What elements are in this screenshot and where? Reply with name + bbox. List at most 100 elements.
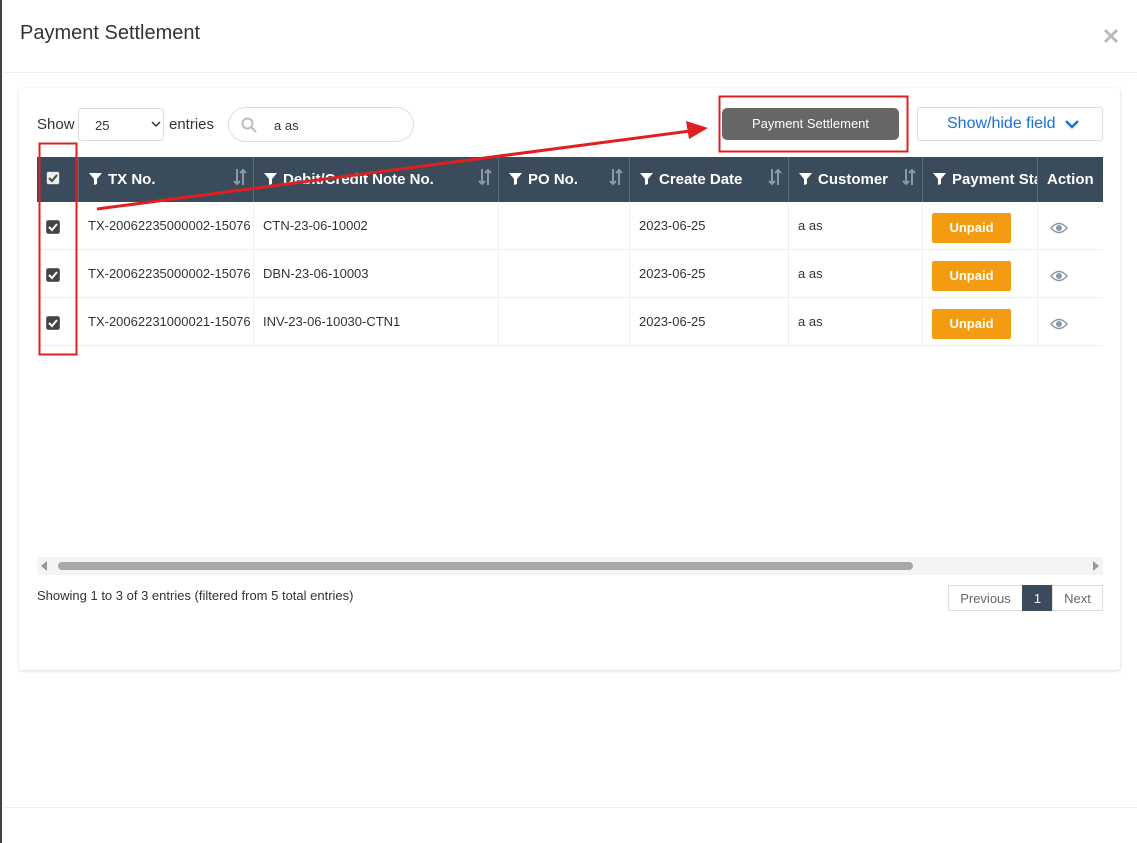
cell-create-date: 2023-06-25 <box>639 218 706 233</box>
cell-border <box>788 250 789 298</box>
checkbox[interactable] <box>46 268 60 282</box>
filter-icon <box>933 173 946 185</box>
column-title: Create Date <box>659 171 743 188</box>
fields-label: Show/hide field <box>947 115 1056 132</box>
sort-arrows <box>478 168 492 186</box>
cell-border <box>788 202 789 250</box>
column-title: Payment Sta <box>952 171 1037 188</box>
view-button[interactable] <box>1049 317 1069 335</box>
cell-border <box>498 250 499 298</box>
table-row <box>37 202 1103 250</box>
cell-customer: a as <box>798 218 823 233</box>
checkbox[interactable] <box>46 171 60 185</box>
cell-border <box>922 298 923 346</box>
cell-border <box>253 298 254 346</box>
cell-border <box>498 202 499 250</box>
current-page[interactable]: 1 <box>1022 585 1053 611</box>
sort-arrows <box>768 168 782 186</box>
cell-tx-no: TX-20062231000021-15076 <box>88 314 251 329</box>
column-title: Customer <box>818 171 889 188</box>
eye-icon <box>1049 222 1069 234</box>
checkbox-box <box>46 171 60 185</box>
sort-arrows <box>609 168 623 186</box>
eye-icon <box>1049 270 1069 282</box>
sort-icon <box>478 168 492 191</box>
column-title: Action <box>1047 171 1094 188</box>
page-length-select[interactable]: 25 <box>78 108 164 141</box>
chevron <box>1065 120 1079 129</box>
cell-customer: a as <box>798 266 823 281</box>
column-header[interactable]: Debit/Credit Note No. <box>253 157 498 202</box>
checkbox-box <box>46 316 60 330</box>
cell-border <box>498 298 499 346</box>
status-badge: Unpaid <box>932 261 1011 291</box>
checkbox-box <box>46 220 60 234</box>
entries-label: entries <box>169 116 215 133</box>
view-button[interactable] <box>1049 269 1069 287</box>
previous-button[interactable]: Previous <box>948 585 1023 611</box>
checkbox[interactable] <box>46 316 60 330</box>
window-edge <box>0 0 2 843</box>
filter-icon <box>640 173 653 185</box>
table-info: Showing 1 to 3 of 3 entries (filtered fr… <box>37 588 354 603</box>
table-row <box>37 250 1103 298</box>
cell-border <box>922 202 923 250</box>
cell-border <box>922 250 923 298</box>
search-value: a as <box>274 118 299 133</box>
page-length: 25 <box>95 118 110 133</box>
column-title: Debit/Credit Note No. <box>283 171 434 188</box>
cell-tx-no: TX-20062235000002-15076 <box>88 266 251 281</box>
sort-icon <box>609 168 623 191</box>
checkbox-box <box>46 268 60 282</box>
column-header[interactable]: Customer <box>788 157 922 202</box>
cell-border <box>253 250 254 298</box>
cell-border <box>253 202 254 250</box>
filter-icon <box>509 173 522 185</box>
show-hide-field-button[interactable]: Show/hide field <box>917 107 1103 141</box>
cell-border <box>629 202 630 250</box>
filter-icon <box>799 173 812 185</box>
payment-settlement-button[interactable]: Payment Settlement <box>722 108 899 140</box>
cell-note-no: INV-23-06-10030-CTN1 <box>263 314 401 329</box>
column-title: TX No. <box>108 171 156 188</box>
cell-create-date: 2023-06-25 <box>639 314 706 329</box>
cell-customer: a as <box>798 314 823 329</box>
column-title: PO No. <box>528 171 579 188</box>
eye-icon <box>1049 318 1069 330</box>
sort-arrows <box>233 168 247 186</box>
column-header[interactable]: Create Date <box>629 157 788 202</box>
status-badge: Unpaid <box>932 309 1011 339</box>
sort-icon <box>233 168 247 191</box>
filter-icon <box>264 173 277 185</box>
status-badge: Unpaid <box>932 213 1011 243</box>
modal-title: Payment Settlement <box>20 22 201 44</box>
sort-icon <box>768 168 782 191</box>
dropdown-caret <box>151 121 161 128</box>
next-button[interactable]: Next <box>1052 585 1103 611</box>
checkbox[interactable] <box>46 220 60 234</box>
cell-border <box>629 298 630 346</box>
cell-create-date: 2023-06-25 <box>639 266 706 281</box>
search-input[interactable]: a as <box>228 107 414 142</box>
horizontal-scrollbar[interactable] <box>37 557 1103 575</box>
column-header[interactable]: Action <box>1037 157 1103 202</box>
cell-border <box>1037 250 1038 298</box>
column-header[interactable]: TX No. <box>78 157 253 202</box>
cell-border <box>1037 202 1038 250</box>
footer-divider <box>2 807 1137 808</box>
cell-tx-no: TX-20062235000002-15076 <box>88 218 251 233</box>
header-divider <box>2 72 1137 73</box>
cell-note-no: CTN-23-06-10002 <box>263 218 368 233</box>
cell-border <box>629 250 630 298</box>
cell-border <box>788 298 789 346</box>
cell-border <box>1037 298 1038 346</box>
show-label: Show <box>37 116 75 133</box>
table-row <box>37 298 1103 346</box>
view-button[interactable] <box>1049 221 1069 239</box>
column-header[interactable]: Payment Sta <box>922 157 1037 202</box>
sort-icon <box>902 168 916 191</box>
sort-arrows <box>902 168 916 186</box>
close-button[interactable] <box>1102 27 1120 45</box>
cell-note-no: DBN-23-06-10003 <box>263 266 369 281</box>
